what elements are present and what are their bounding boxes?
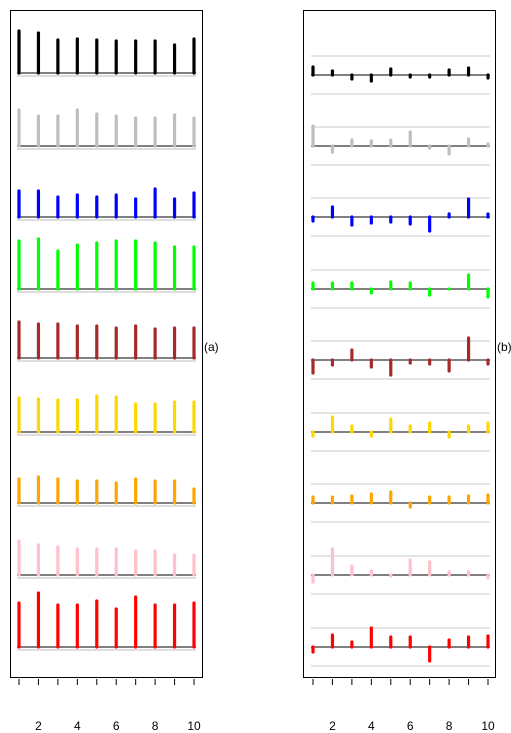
panel-b-label: (b): [497, 340, 511, 354]
panel-b-x-tick-label: 10: [481, 719, 495, 733]
panel-b-x-tick-label: 6: [407, 719, 414, 733]
panel-b-x-tick-label: 4: [368, 719, 375, 733]
panel-a-x-tick-label: 2: [35, 719, 42, 733]
panel-a-x-tick-label: 10: [187, 719, 201, 733]
panel-a-x-tick-label: 8: [152, 719, 159, 733]
panel-a-frame: [10, 10, 203, 678]
panel-a-x-tick-label: 6: [113, 719, 120, 733]
panel-b-x-tick-label: 2: [329, 719, 336, 733]
panel-a-x-tick-label: 4: [74, 719, 81, 733]
panel-b-x-tick-label: 8: [446, 719, 453, 733]
panel-a-label: (a): [204, 340, 219, 354]
panel-b-frame: [303, 10, 496, 678]
chart-marks: 2 4 6 8 10 2 4 6 8 10: [17, 29, 495, 733]
